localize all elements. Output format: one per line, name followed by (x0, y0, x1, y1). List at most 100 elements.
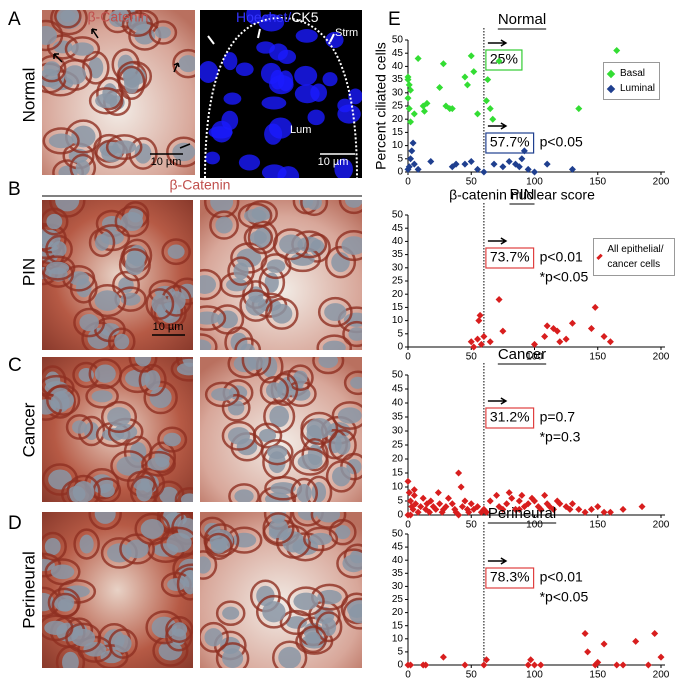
cell (148, 441, 177, 474)
point (457, 483, 465, 491)
nucleus (297, 512, 318, 521)
nucleus (116, 456, 142, 476)
nucleus (325, 31, 344, 49)
cell (100, 400, 138, 434)
nucleus (180, 493, 193, 502)
y-tick-label: 25 (392, 440, 404, 451)
point (476, 311, 484, 319)
cell (200, 621, 229, 653)
y-tick-label: 0 (397, 660, 403, 671)
point (455, 469, 463, 477)
nucleus (62, 651, 79, 668)
nucleus (309, 532, 332, 546)
nucleus (227, 427, 251, 445)
point (606, 508, 614, 516)
nucleus (124, 71, 140, 94)
x-tick-label: 50 (466, 670, 478, 681)
nucleus (256, 41, 275, 54)
point (414, 508, 422, 516)
nucleus (332, 466, 351, 487)
nucleus (271, 303, 293, 324)
cell (107, 327, 136, 350)
point (409, 139, 417, 147)
nucleus (285, 616, 307, 629)
y-tick-label: 20 (392, 289, 404, 300)
point (470, 343, 478, 351)
nucleus (293, 592, 319, 611)
annotation-box (485, 132, 535, 154)
nucleus (167, 578, 186, 591)
point (455, 511, 463, 519)
cell (42, 19, 64, 52)
cell (160, 526, 193, 559)
nucleus (233, 262, 249, 280)
point (499, 505, 507, 513)
cell (272, 640, 308, 668)
cells (200, 512, 362, 668)
cell (265, 297, 299, 330)
cell (200, 333, 218, 350)
cell (85, 384, 119, 409)
cell (82, 50, 110, 85)
cell (157, 426, 188, 453)
point (512, 505, 520, 513)
point (480, 332, 488, 340)
cell (44, 558, 81, 586)
cell (227, 256, 255, 286)
x-tick-label: 100 (526, 177, 543, 188)
nucleus (70, 42, 94, 56)
nucleus (295, 29, 318, 43)
x-tick-label: 200 (653, 670, 670, 681)
y-tick-label: 40 (392, 398, 404, 409)
nucleus (268, 518, 289, 539)
point (452, 160, 460, 168)
y-tick-label: 30 (392, 87, 404, 98)
point (575, 505, 583, 513)
nucleus (200, 339, 212, 350)
nucleus (158, 640, 183, 661)
cell (310, 512, 347, 529)
point (515, 497, 523, 505)
stain-label: β-Catenin (88, 9, 149, 25)
legend-label: Luminal (620, 83, 656, 94)
nucleus (310, 83, 328, 102)
point (477, 340, 485, 348)
point (581, 508, 589, 516)
cell (224, 326, 254, 350)
y-tick-label: 10 (392, 140, 404, 151)
cell (105, 134, 143, 161)
point (520, 147, 528, 155)
cell (325, 460, 357, 493)
point (531, 340, 538, 348)
point (587, 325, 595, 333)
nucleus (278, 646, 302, 668)
point (591, 303, 599, 311)
point (434, 489, 442, 497)
nucleus (277, 49, 297, 65)
point (600, 640, 608, 648)
nucleus (222, 606, 240, 620)
nucleus (294, 65, 318, 86)
x-tick-label: 0 (405, 520, 411, 531)
point (448, 105, 456, 113)
y-tick-label: 15 (392, 468, 404, 479)
nucleus (91, 390, 113, 403)
nucleus (341, 236, 362, 255)
nucleus (100, 323, 120, 337)
point (407, 118, 415, 126)
nucleus (297, 236, 321, 253)
point (489, 115, 497, 123)
chart-title: PIN (509, 186, 534, 203)
y-tick-label: 0 (397, 510, 403, 521)
point (405, 105, 413, 113)
nucleus (72, 481, 95, 502)
annotation-box (485, 247, 535, 269)
annotation-box-label: 25% (490, 51, 518, 67)
nucleus (243, 208, 267, 223)
nucleus (167, 244, 185, 259)
y-tick-label: 45 (392, 542, 404, 553)
nucleus (200, 311, 220, 325)
cell (239, 289, 273, 322)
point (594, 503, 602, 511)
